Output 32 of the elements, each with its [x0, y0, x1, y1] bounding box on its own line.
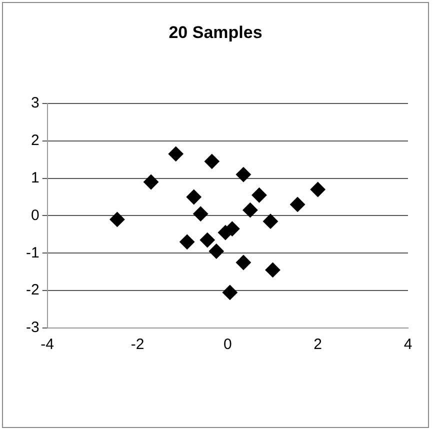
point	[204, 154, 220, 169]
point	[236, 167, 251, 182]
point	[310, 182, 326, 197]
point	[290, 196, 306, 212]
x-tick-label: 4	[404, 336, 412, 354]
x-tick-label: -4	[40, 336, 54, 354]
chart-title: 20 Samples	[168, 22, 262, 42]
point	[242, 202, 258, 218]
point	[222, 284, 238, 300]
point	[186, 189, 202, 204]
x-tick-label: 0	[223, 336, 232, 354]
y-tick-label: 1	[30, 169, 40, 186]
point	[208, 244, 224, 259]
y-tick-label: 3	[30, 94, 40, 112]
point	[144, 174, 159, 190]
point	[168, 146, 184, 162]
y-tick-label: -3	[26, 319, 40, 336]
y-tick-label: 2	[30, 132, 40, 149]
point	[265, 262, 280, 278]
y-tick-label: 0	[30, 206, 40, 224]
x-tick-label: 2	[314, 336, 322, 354]
point	[224, 221, 240, 236]
y-tick-label: -1	[26, 244, 40, 262]
point	[110, 212, 125, 227]
point	[236, 254, 251, 270]
point	[252, 188, 267, 203]
point	[200, 232, 215, 248]
x-tick-label: -2	[130, 336, 144, 354]
point	[263, 214, 278, 229]
point	[180, 234, 195, 250]
point	[193, 206, 208, 222]
y-tick-label: -2	[26, 282, 40, 299]
